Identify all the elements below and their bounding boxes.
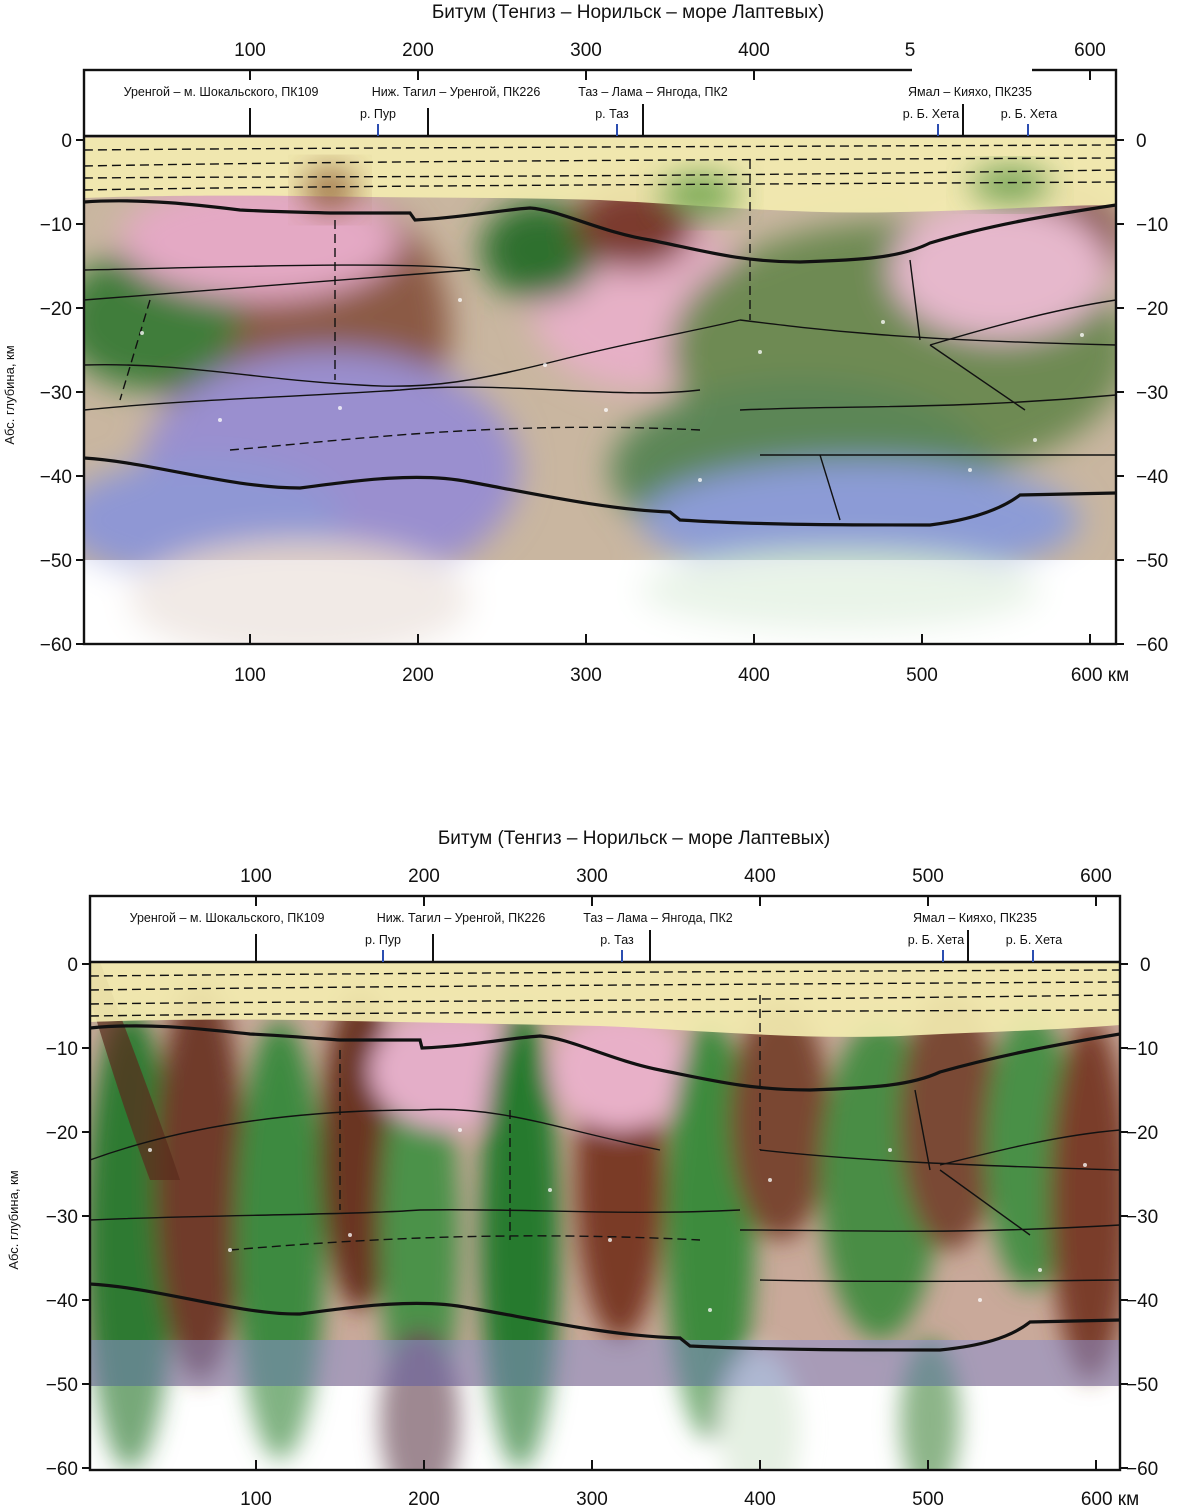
- chart-title: Битум (Тенгиз – Норильск – море Лаптевых…: [432, 2, 824, 23]
- top-tick-label: 500: [912, 866, 944, 887]
- top-tick-label: 100: [240, 866, 272, 887]
- bottom-tick-label: 600 км: [1071, 665, 1129, 686]
- top-tick-label: 600: [1080, 866, 1112, 887]
- plot-frame: [82, 68, 1118, 646]
- depth-tick-label: −60: [1136, 635, 1168, 656]
- river-label: р. Б. Хета: [908, 933, 965, 947]
- depth-tick-label: −20: [1136, 299, 1168, 320]
- top-axis: 100 200 300 400 500 600: [240, 866, 1112, 906]
- top-tick-label: 600: [1074, 40, 1106, 61]
- bottom-axis: 100 200 300 400 500 600 км: [234, 634, 1129, 686]
- depth-tick-label: −30: [40, 383, 72, 404]
- river-label: р. Пур: [365, 933, 401, 947]
- velocity-field: [84, 136, 1116, 644]
- depth-tick-label: −10: [1136, 215, 1168, 236]
- top-tick-label: 200: [408, 866, 440, 887]
- depth-tick-label: 0: [1140, 955, 1151, 976]
- section-diagram-top: Битум (Тенгиз – Норильск – море Лаптевых…: [2, 2, 1168, 686]
- bottom-axis: 100 200 300 400 500 600 км: [240, 1460, 1139, 1510]
- profile-label: Ямал – Кияхо, ПК235: [908, 85, 1032, 99]
- panel-top: Битум (Тенгиз – Норильск – море Лаптевых…: [0, 0, 1180, 700]
- depth-tick-label: −40: [1136, 467, 1168, 488]
- depth-tick-label: −50: [46, 1375, 78, 1396]
- depth-tick-label: −20: [46, 1123, 78, 1144]
- depth-tick-label: −20: [1126, 1123, 1158, 1144]
- depth-tick-label: −40: [1126, 1291, 1158, 1312]
- plot-frame: [88, 894, 1122, 1472]
- top-tick-label: 300: [570, 40, 602, 61]
- bottom-tick-label: 400: [738, 665, 770, 686]
- profile-label: Ниж. Тагил – Уренгой, ПК226: [377, 911, 546, 925]
- depth-tick-label: −50: [1136, 551, 1168, 572]
- bottom-tick-label: 100: [234, 665, 266, 686]
- depth-tick-label: −30: [1126, 1207, 1158, 1228]
- depth-tick-label: 0: [67, 955, 78, 976]
- top-axis: 100 200 300 400 5 600: [234, 40, 1106, 80]
- depth-tick-label: −40: [46, 1291, 78, 1312]
- bottom-tick-label: 500: [912, 1489, 944, 1510]
- y-axis-label: Абс. глубина, км: [6, 1170, 21, 1269]
- depth-axis: 0 −10 −20 −30 −40 −50 −60 0 −10 −20 −30 …: [2, 131, 1168, 656]
- bottom-tick-label: 200: [402, 665, 434, 686]
- bottom-tick-label: 200: [408, 1489, 440, 1510]
- bottom-tick-label: 600 км: [1081, 1489, 1139, 1510]
- top-tick-label: 400: [744, 866, 776, 887]
- depth-axis: 0 −10 −20 −30 −40 −50 −60 0 −10 −20 −30 …: [6, 955, 1158, 1480]
- depth-tick-label: −50: [1126, 1375, 1158, 1396]
- profile-labels: Уренгой – м. Шокальского, ПК109 Ниж. Таг…: [130, 911, 1063, 962]
- top-tick-label: 200: [402, 40, 434, 61]
- bottom-tick-label: 500: [906, 665, 938, 686]
- top-tick-label: 300: [576, 866, 608, 887]
- river-label: р. Таз: [595, 107, 629, 121]
- depth-tick-label: −60: [40, 635, 72, 656]
- profile-label: Таз – Лама – Янгода, ПК2: [578, 85, 727, 99]
- river-label: р. Б. Хета: [1001, 107, 1058, 121]
- depth-tick-label: −10: [46, 1039, 78, 1060]
- profile-label: Уренгой – м. Шокальского, ПК109: [124, 85, 319, 99]
- river-label: р. Б. Хета: [903, 107, 960, 121]
- depth-tick-label: 0: [1136, 131, 1147, 152]
- panel-bottom: Битум (Тенгиз – Норильск – море Лаптевых…: [0, 820, 1180, 1510]
- y-axis-label: Абс. глубина, км: [2, 345, 17, 444]
- bottom-tick-label: 300: [570, 665, 602, 686]
- depth-tick-label: −30: [46, 1207, 78, 1228]
- top-tick-label: 100: [234, 40, 266, 61]
- depth-tick-label: −50: [40, 551, 72, 572]
- profile-label: Ниж. Тагил – Уренгой, ПК226: [372, 85, 541, 99]
- top-tick-label: 400: [738, 40, 770, 61]
- bottom-tick-label: 100: [240, 1489, 272, 1510]
- river-label: р. Таз: [600, 933, 634, 947]
- profile-labels: Уренгой – м. Шокальского, ПК109 Ниж. Таг…: [124, 85, 1058, 136]
- depth-tick-label: −40: [40, 467, 72, 488]
- section-diagram-bottom: Битум (Тенгиз – Норильск – море Лаптевых…: [6, 828, 1158, 1510]
- depth-tick-label: −30: [1136, 383, 1168, 404]
- depth-tick-label: −60: [46, 1459, 78, 1480]
- depth-tick-label: −10: [40, 215, 72, 236]
- profile-label: Ямал – Кияхо, ПК235: [913, 911, 1037, 925]
- river-label: р. Б. Хета: [1006, 933, 1063, 947]
- profile-label: Уренгой – м. Шокальского, ПК109: [130, 911, 325, 925]
- velocity-field: [90, 962, 1120, 1470]
- depth-tick-label: −20: [40, 299, 72, 320]
- depth-tick-label: −10: [1126, 1039, 1158, 1060]
- top-tick-label: 5: [905, 40, 916, 61]
- bottom-tick-label: 400: [744, 1489, 776, 1510]
- depth-tick-label: −60: [1126, 1459, 1158, 1480]
- chart-title: Битум (Тенгиз – Норильск – море Лаптевых…: [438, 828, 830, 849]
- depth-tick-label: 0: [61, 131, 72, 152]
- river-label: р. Пур: [360, 107, 396, 121]
- bottom-tick-label: 300: [576, 1489, 608, 1510]
- profile-label: Таз – Лама – Янгода, ПК2: [583, 911, 732, 925]
